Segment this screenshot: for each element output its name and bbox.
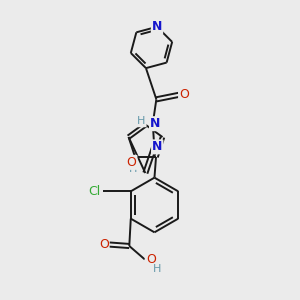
- Text: H: H: [129, 164, 138, 175]
- Text: Cl: Cl: [88, 185, 100, 198]
- Text: O: O: [127, 156, 136, 169]
- Text: H: H: [153, 264, 161, 274]
- Text: O: O: [99, 238, 109, 251]
- Text: N: N: [150, 117, 160, 130]
- Text: O: O: [179, 88, 189, 101]
- Text: O: O: [146, 253, 156, 266]
- Text: N: N: [152, 140, 162, 153]
- Text: H: H: [137, 116, 146, 126]
- Text: N: N: [152, 20, 162, 33]
